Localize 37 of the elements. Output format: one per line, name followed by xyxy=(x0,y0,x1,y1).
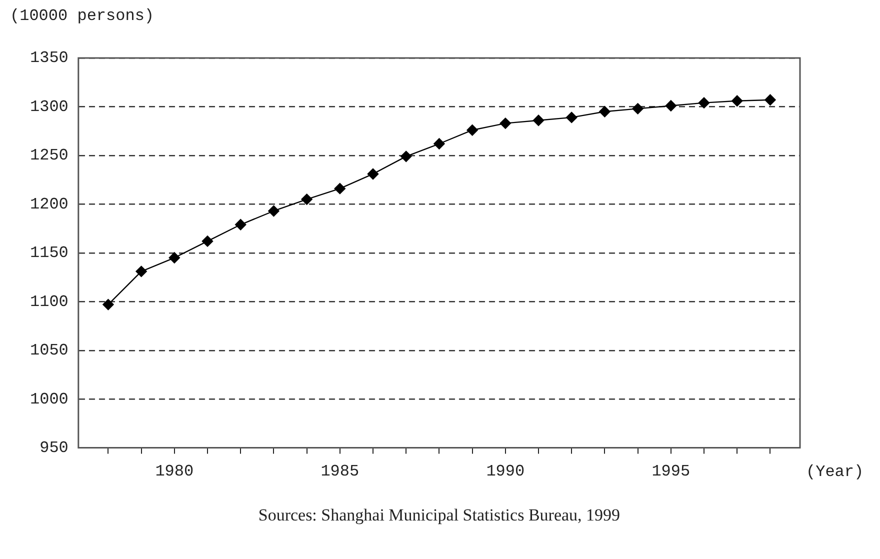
point xyxy=(500,118,512,129)
x-tick-label: 1980 xyxy=(155,462,194,481)
point xyxy=(698,97,710,108)
point xyxy=(599,106,610,118)
point xyxy=(566,112,578,124)
point xyxy=(764,94,776,106)
y-tick-label: 1250 xyxy=(30,146,68,165)
x-tick-label: 1985 xyxy=(320,462,360,481)
y-tick-label: 1050 xyxy=(30,342,68,360)
y-tick-label: 1000 xyxy=(30,390,68,408)
y-tick-label: 1300 xyxy=(30,98,68,116)
point xyxy=(466,124,478,136)
point xyxy=(665,100,677,112)
point xyxy=(168,252,180,264)
y-tick-label: 1350 xyxy=(30,49,68,68)
x-axis-title: (Year) xyxy=(806,463,864,482)
y-axis-title: (10000 persons) xyxy=(10,7,154,26)
point xyxy=(367,168,379,180)
x-tick-label: 1995 xyxy=(652,462,690,481)
point xyxy=(434,138,445,150)
x-tick-label: 1990 xyxy=(486,462,525,481)
y-tick-label: 1150 xyxy=(30,244,68,262)
point xyxy=(136,266,147,278)
point xyxy=(268,205,280,217)
point xyxy=(532,114,544,126)
point xyxy=(202,236,214,247)
y-tick-label: 1200 xyxy=(30,195,68,214)
point xyxy=(301,194,312,205)
point xyxy=(334,182,346,194)
y-tick-label: 1100 xyxy=(30,292,68,311)
point xyxy=(235,219,246,230)
y-tick-label: 950 xyxy=(40,439,68,458)
point xyxy=(632,103,644,114)
point xyxy=(102,298,114,310)
source-note: Sources: Shanghai Municipal Statistics Bureau, 1999 xyxy=(258,505,620,524)
point xyxy=(732,95,743,106)
point xyxy=(400,150,412,162)
